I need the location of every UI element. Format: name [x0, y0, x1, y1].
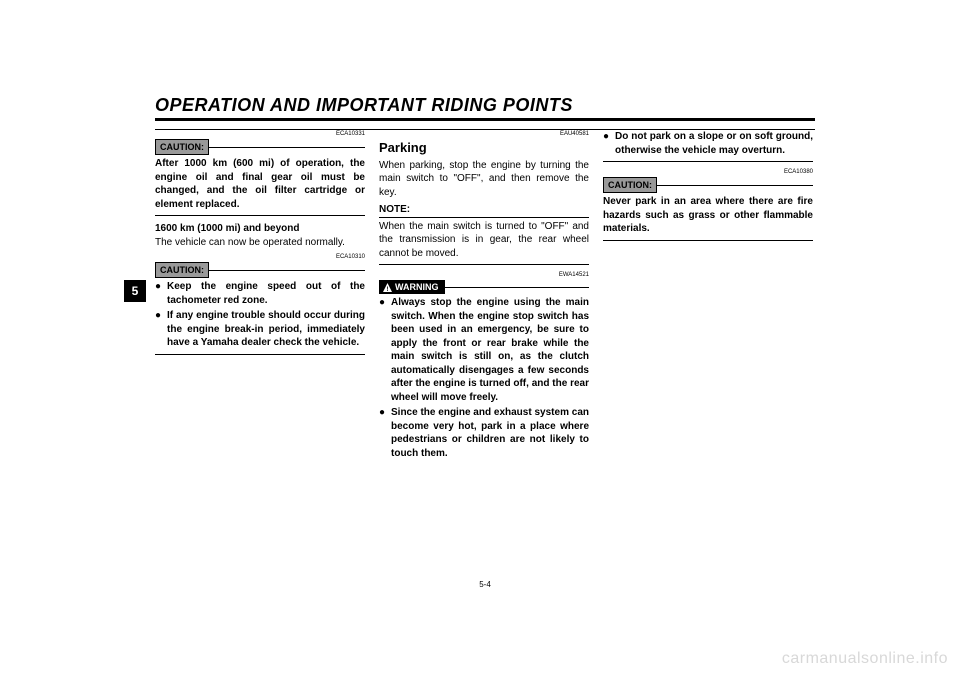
list-item: ●Do not park on a slope or on soft groun… — [603, 130, 813, 157]
caution-badge: CAUTION: — [155, 139, 209, 155]
page-content: OPERATION AND IMPORTANT RIDING POINTS EC… — [155, 95, 815, 462]
note-label: NOTE: — [379, 203, 410, 217]
warning-badge: ! WARNING — [379, 280, 445, 294]
warning-rule — [445, 287, 590, 288]
page-title: OPERATION AND IMPORTANT RIDING POINTS — [155, 95, 815, 116]
rule — [379, 264, 589, 265]
warning-label: WARNING — [395, 281, 439, 293]
caution-heading: CAUTION: — [603, 177, 813, 193]
rule — [603, 240, 813, 241]
chapter-tab: 5 — [124, 280, 146, 302]
ref-code: ECA10331 — [155, 130, 365, 138]
list-item: ●Since the engine and exhaust system can… — [379, 406, 589, 460]
ref-code: ECA10380 — [603, 168, 813, 176]
rule — [155, 215, 365, 216]
column-2: EAU40581 Parking When parking, stop the … — [379, 130, 589, 462]
list-item: ●Keep the engine speed out of the tachom… — [155, 280, 365, 307]
column-3: ●Do not park on a slope or on soft groun… — [603, 130, 813, 462]
caution-text: Never park in an area where there are fi… — [603, 195, 813, 236]
list-item: ●If any engine trouble should occur duri… — [155, 309, 365, 350]
caution-heading: CAUTION: — [155, 262, 365, 278]
bullet-list: ●Always stop the engine using the main s… — [379, 296, 589, 460]
caution-text: After 1000 km (600 mi) of operation, the… — [155, 157, 365, 211]
body-text: The vehicle can now be operated normally… — [155, 236, 365, 250]
page-number: 5-4 — [155, 580, 815, 589]
note-heading: NOTE: — [379, 203, 589, 218]
rule — [155, 354, 365, 355]
column-1: ECA10331 CAUTION: After 1000 km (600 mi)… — [155, 130, 365, 462]
bullet-list: ●Keep the engine speed out of the tachom… — [155, 280, 365, 350]
rule — [603, 161, 813, 162]
caution-heading: CAUTION: — [155, 139, 365, 155]
caution-badge: CAUTION: — [603, 177, 657, 193]
warning-icon: ! — [383, 283, 392, 292]
page-header: OPERATION AND IMPORTANT RIDING POINTS — [155, 95, 815, 121]
subsection-title: 1600 km (1000 mi) and beyond — [155, 222, 365, 236]
ref-code: EWA14521 — [379, 271, 589, 279]
caution-rule — [209, 147, 365, 148]
watermark: carmanualsonline.info — [782, 650, 948, 668]
caution-rule — [209, 270, 365, 271]
list-item: ●Always stop the engine using the main s… — [379, 296, 589, 404]
columns: ECA10331 CAUTION: After 1000 km (600 mi)… — [155, 130, 815, 462]
note-text: When the main switch is turned to "OFF" … — [379, 220, 589, 261]
section-title: Parking — [379, 139, 589, 157]
body-text: When parking, stop the engine by turning… — [379, 159, 589, 200]
ref-code: EAU40581 — [379, 130, 589, 138]
bullet-list: ●Do not park on a slope or on soft groun… — [603, 130, 813, 157]
ref-code: ECA10310 — [155, 253, 365, 261]
caution-rule — [657, 185, 813, 186]
caution-badge: CAUTION: — [155, 262, 209, 278]
svg-text:!: ! — [386, 286, 388, 292]
warning-heading: ! WARNING — [379, 280, 589, 294]
